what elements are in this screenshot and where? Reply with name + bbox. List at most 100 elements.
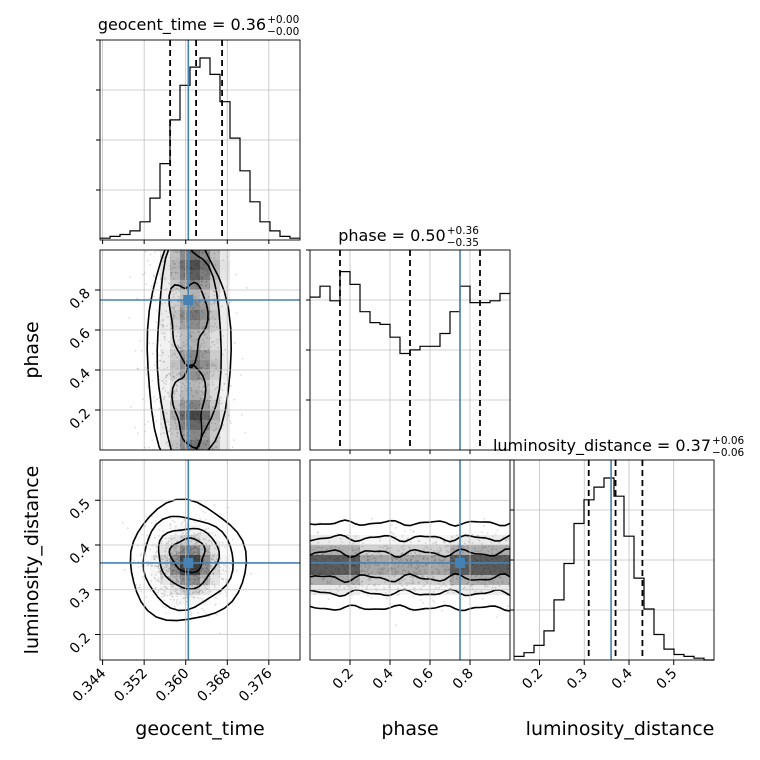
scatter-point <box>462 587 465 590</box>
scatter-point <box>198 552 200 555</box>
density-cell <box>210 545 220 555</box>
density-cell <box>170 290 180 300</box>
scatter-point <box>178 251 181 254</box>
contour-line <box>310 548 510 559</box>
density-cell <box>170 250 180 260</box>
scatter-point <box>435 567 438 570</box>
scatter-point <box>197 356 200 359</box>
scatter-point <box>173 349 176 352</box>
scatter-point <box>189 345 191 348</box>
scatter-point <box>205 550 208 553</box>
scatter-point <box>366 585 369 588</box>
scatter-point <box>206 364 209 367</box>
scatter-point <box>165 569 168 571</box>
scatter-point <box>486 532 489 535</box>
scatter-point <box>194 574 197 577</box>
scatter-point <box>206 372 209 375</box>
scatter-point <box>160 576 163 579</box>
y-axis-label-phase: phase <box>21 321 43 378</box>
density-cell <box>380 535 390 545</box>
title-sub-geocent_time: −0.00 <box>267 26 299 38</box>
density-cell <box>440 565 450 575</box>
scatter-point <box>492 535 494 537</box>
scatter-point <box>174 521 176 524</box>
scatter-point <box>379 571 381 574</box>
scatter-point <box>200 390 203 393</box>
density-cell <box>220 270 230 280</box>
scatter-point <box>241 357 244 360</box>
scatter-point <box>209 551 212 554</box>
scatter-point <box>161 323 164 326</box>
scatter-point <box>160 579 163 581</box>
scatter-point <box>213 302 215 305</box>
scatter-point <box>338 584 341 587</box>
scatter-point <box>359 550 361 552</box>
scatter-point <box>354 552 357 554</box>
scatter-point <box>398 580 400 583</box>
scatter-point <box>190 331 192 334</box>
scatter-point <box>136 367 139 370</box>
scatter-point <box>176 599 179 601</box>
scatter-point <box>397 587 399 589</box>
scatter-point <box>202 425 205 428</box>
scatter-point <box>158 535 160 537</box>
density-cell <box>190 525 200 535</box>
title-sup-luminosity_distance: +0.06 <box>712 435 744 447</box>
scatter-point <box>153 275 156 278</box>
scatter-point <box>392 533 395 536</box>
density-cell <box>160 545 170 555</box>
scatter-point <box>405 582 408 584</box>
scatter-point <box>397 557 399 560</box>
scatter-point <box>346 534 349 537</box>
scatter-point <box>209 560 212 563</box>
scatter-point <box>391 558 394 561</box>
density-cell <box>410 555 420 565</box>
scatter-point <box>167 355 170 358</box>
scatter-point <box>492 579 495 582</box>
scatter-point <box>407 554 409 556</box>
scatter-point <box>158 407 161 410</box>
scatter-point <box>182 597 185 600</box>
scatter-point <box>211 554 214 556</box>
scatter-point <box>180 333 183 336</box>
scatter-point <box>165 374 168 376</box>
scatter-point <box>155 550 158 553</box>
scatter-point <box>160 332 163 334</box>
density-cell <box>480 555 490 565</box>
density-cell <box>210 360 220 370</box>
scatter-point <box>204 586 207 589</box>
scatter-point <box>214 568 217 570</box>
scatter-point <box>421 575 424 577</box>
scatter-point <box>181 402 184 405</box>
scatter-point <box>200 597 203 600</box>
density-cell <box>160 320 170 330</box>
scatter-point <box>199 517 202 520</box>
density-cell <box>160 440 170 450</box>
scatter-point <box>178 570 181 573</box>
scatter-point <box>227 414 230 417</box>
scatter-point <box>219 399 222 401</box>
scatter-point <box>381 567 384 569</box>
scatter-point <box>194 547 197 549</box>
scatter-point <box>203 345 206 348</box>
density-cell <box>200 250 210 260</box>
density-cell <box>470 555 480 565</box>
scatter-point <box>198 331 201 334</box>
scatter-point <box>182 344 185 347</box>
scatter-point <box>406 584 408 587</box>
scatter-point <box>167 553 169 556</box>
scatter-point <box>158 529 161 531</box>
scatter-point <box>163 395 166 398</box>
scatter-point <box>452 591 455 594</box>
scatter-point <box>156 565 158 568</box>
truth-square <box>183 295 194 305</box>
scatter-point <box>158 359 161 362</box>
scatter-point <box>176 287 179 290</box>
scatter-point <box>173 605 176 608</box>
density-cell <box>210 330 220 340</box>
scatter-point <box>155 551 158 554</box>
scatter-point <box>163 599 166 602</box>
scatter-point <box>183 591 186 593</box>
scatter-point <box>367 564 369 567</box>
scatter-point <box>178 281 180 284</box>
